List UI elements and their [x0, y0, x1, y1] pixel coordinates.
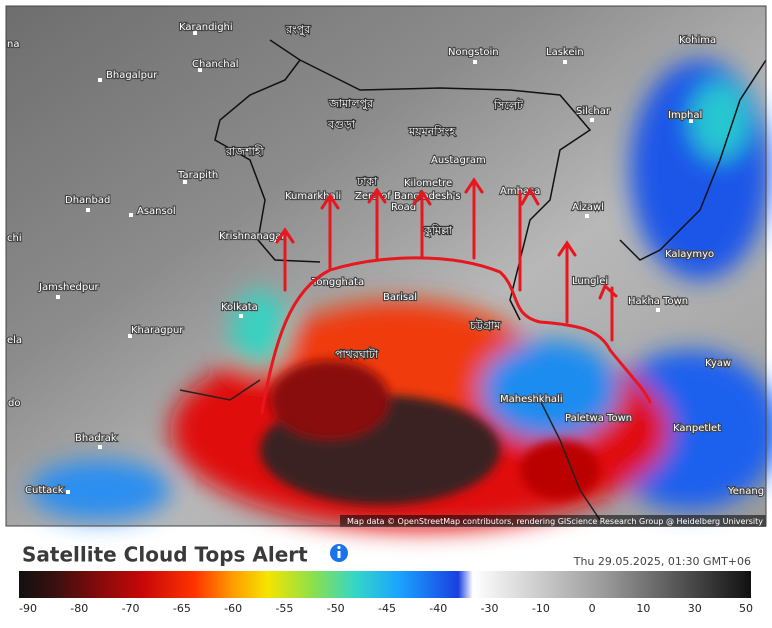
place-label: Silchar	[576, 106, 611, 117]
colorbar-tick-label: 10	[636, 602, 650, 615]
place-label: Aizawl	[572, 202, 604, 213]
place-label: Kanpetlet	[673, 423, 721, 434]
place-label: chi	[7, 233, 22, 244]
colorbar-tick-label: -90	[19, 602, 37, 615]
cold-core	[260, 360, 600, 505]
place-label: Chanchal	[192, 59, 239, 70]
colorbar	[19, 571, 751, 598]
place-label: Kyaw	[705, 358, 731, 369]
place-label: Barisal	[383, 292, 417, 303]
place-label: na	[7, 39, 19, 50]
title: Satellite Cloud Tops Alert	[22, 543, 308, 567]
bengali-label: ঢাকা	[356, 175, 378, 188]
place-label: Asansol	[137, 206, 176, 217]
map-frame	[5, 5, 767, 527]
place-label: Jamshedpur	[38, 282, 100, 293]
place-label: Kilometre	[404, 178, 452, 189]
info-icon[interactable]	[330, 544, 348, 562]
place-label: Nongstoin	[448, 47, 499, 58]
colorbar-ticks: -90 -80 -70 -65 -60 -55 -50 -45 -40 -30 -10 0 10 30 50	[19, 602, 753, 615]
colorbar-tick-label: 0	[589, 602, 596, 615]
place-label: Paletwa Town	[565, 413, 632, 424]
place-label: Bhagalpur	[106, 70, 158, 81]
attribution: Map data © OpenStreetMap contributors, r…	[347, 517, 763, 526]
colorbar-tick-label: 50	[739, 602, 753, 615]
bengali-label: পাথরঘাটা	[335, 348, 379, 361]
colorbar-tick-label: -40	[429, 602, 447, 615]
place-label: Tarapith	[177, 170, 218, 181]
bengali-label: চট্টগ্রাম	[469, 319, 501, 332]
bengali-label: রাজশাহী	[225, 145, 265, 158]
map: Karandighi Chanchal Bhagalpur Tarapith D…	[5, 5, 772, 530]
colorbar-tick-label: -70	[122, 602, 140, 615]
place-label: Karandighi	[179, 22, 233, 33]
bengali-label: সিলেট	[493, 99, 524, 112]
place-label: Kolkata	[221, 302, 258, 313]
place-label: Lunglei	[572, 276, 608, 287]
colorbar-tick-label: -65	[173, 602, 191, 615]
colorbar-tick-label: -80	[70, 602, 88, 615]
colorbar-tick-label: -50	[327, 602, 345, 615]
place-label: Kohima	[679, 35, 716, 46]
place-label: do	[8, 398, 20, 409]
place-label: Imphal	[668, 110, 702, 121]
place-label: Road	[391, 202, 416, 213]
bengali-label: কুমিল্লা	[423, 224, 453, 237]
colorbar-tick-label: 30	[688, 602, 702, 615]
place-label: Bhadrak	[75, 433, 117, 444]
place-label: Maheshkhali	[500, 394, 563, 405]
place-label: Austagram	[431, 155, 486, 166]
place-label: Hakha Town	[628, 296, 688, 307]
colorbar-tick-label: -55	[275, 602, 293, 615]
bengali-label: ময়মনসিংহ	[408, 125, 456, 138]
place-label: Tongghata	[311, 277, 364, 288]
colorbar-tick-label: -10	[532, 602, 550, 615]
timestamp: Thu 29.05.2025, 01:30 GMT+06	[573, 555, 751, 568]
place-label: ela	[7, 335, 22, 346]
place-dots	[56, 31, 693, 494]
colorbar-tick-label: -45	[378, 602, 396, 615]
bengali-label: জামালপুর	[328, 97, 374, 110]
colorbar-tick-label: -30	[481, 602, 499, 615]
annotation-arrows	[260, 177, 652, 414]
place-label: Krishnanagar	[219, 231, 286, 242]
place-label: Yenang	[727, 486, 764, 497]
place-label: Kharagpur	[131, 325, 184, 336]
place-label: Dhanbad	[65, 195, 110, 206]
attribution-bg	[340, 515, 766, 527]
place-label: Cuttack	[25, 485, 64, 496]
colorbar-tick-label: -60	[224, 602, 242, 615]
bengali-label: রংপুর	[285, 23, 311, 36]
bengali-label: বগুড়া	[327, 118, 356, 131]
place-label: Laskein	[546, 47, 584, 58]
place-label: Kalaymyo	[665, 249, 714, 260]
